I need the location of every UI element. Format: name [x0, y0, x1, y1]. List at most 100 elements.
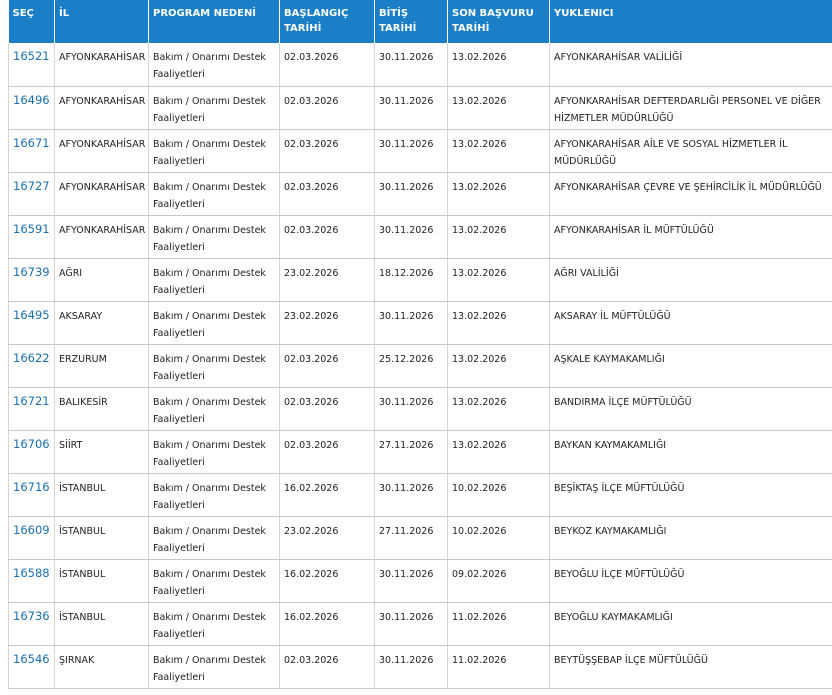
select-link[interactable]: 16546 [8, 645, 55, 689]
table-cell: 23.02.2026 [279, 258, 375, 302]
select-link[interactable]: 16721 [8, 387, 55, 431]
table-cell: AFYONKARAHİSAR DEFTERDARLIĞI PERSONEL VE… [549, 86, 832, 130]
table-cell: İSTANBUL [54, 559, 149, 603]
table-cell: 02.03.2026 [279, 86, 375, 130]
table-cell: 02.03.2026 [279, 172, 375, 216]
table-row: 16727 AFYONKARAHİSAR Bakım / Onarımı Deste… [8, 172, 832, 216]
select-link[interactable]: 16588 [8, 559, 55, 603]
table-cell: 30.11.2026 [374, 387, 448, 431]
table-cell: 02.03.2026 [279, 215, 375, 259]
table-cell: 02.03.2026 [279, 129, 375, 173]
table-cell: 16.02.2026 [279, 559, 375, 603]
table-cell: 13.02.2026 [447, 86, 550, 130]
table-cell: 23.02.2026 [279, 516, 375, 560]
table-cell: 13.02.2026 [447, 215, 550, 259]
table-cell: 30.11.2026 [374, 43, 448, 87]
table-cell: AFYONKARAHİSAR ÇEVRE VE ŞEHİRCİLİK İL MÜ… [549, 172, 832, 216]
table-cell: 13.02.2026 [447, 172, 550, 216]
table-cell: Bakım / Onarımı Destek Faaliyetleri [148, 301, 280, 345]
table-cell: 30.11.2026 [374, 215, 448, 259]
table-cell: Bakım / Onarımı Destek Faaliyetleri [148, 172, 280, 216]
table-cell: AŞKALE KAYMAKAMLIĞI [549, 344, 832, 388]
table-cell: Bakım / Onarımı Destek Faaliyetleri [148, 516, 280, 560]
table-cell: 27.11.2026 [374, 430, 448, 474]
select-link[interactable]: 16609 [8, 516, 55, 560]
table-cell: 30.11.2026 [374, 559, 448, 603]
table-row: 16721 BALIKESİR Bakım / Onarımı Destek Faa… [8, 387, 832, 431]
table-cell: BEŞİKTAŞ İLÇE MÜFTÜLÜĞÜ [549, 473, 832, 517]
table-cell: BANDIRMA İLÇE MÜFTÜLÜĞÜ [549, 387, 832, 431]
table-cell: 02.03.2026 [279, 645, 375, 689]
table-container: SEÇ İL PROGRAM NEDENİ BAŞLANGIÇ TARİHİ BİTİŞ… [8, 0, 832, 689]
table-cell: AĞRI VALİLİĞİ [549, 258, 832, 302]
table-cell: İSTANBUL [54, 602, 149, 646]
select-link[interactable]: 16739 [8, 258, 55, 302]
table-cell: AFYONKARAHİSAR [54, 172, 149, 216]
select-link[interactable]: 16622 [8, 344, 55, 388]
table-cell: 13.02.2026 [447, 43, 550, 87]
table-row: 16671 AFYONKARAHİSAR Bakım / Onarımı Deste… [8, 129, 832, 173]
table-cell: 02.03.2026 [279, 344, 375, 388]
header-cell: BAŞLANGIÇ TARİHİ [279, 0, 375, 43]
table-cell: Bakım / Onarımı Destek Faaliyetleri [148, 43, 280, 87]
table-cell: Bakım / Onarımı Destek Faaliyetleri [148, 559, 280, 603]
select-link[interactable]: 16495 [8, 301, 55, 345]
table-cell: Bakım / Onarımı Destek Faaliyetleri [148, 258, 280, 302]
table-cell: 30.11.2026 [374, 473, 448, 517]
table-cell: AFYONKARAHİSAR İL MÜFTÜLÜĞÜ [549, 215, 832, 259]
table-cell: AFYONKARAHİSAR [54, 215, 149, 259]
header-cell: SON BAŞVURU TARİHİ [447, 0, 550, 43]
header-cell: PROGRAM NEDENİ [148, 0, 280, 43]
table-cell: 13.02.2026 [447, 430, 550, 474]
table-row: 16739 AĞRI Bakım / Onarımı Destek Faaliyet… [8, 258, 832, 302]
table-cell: 27.11.2026 [374, 516, 448, 560]
select-link[interactable]: 16716 [8, 473, 55, 517]
table-cell: Bakım / Onarımı Destek Faaliyetleri [148, 645, 280, 689]
header-cell: İL [54, 0, 149, 43]
select-link[interactable]: 16496 [8, 86, 55, 130]
table-row: 16588 İSTANBUL Bakım / Onarımı Destek Faal… [8, 559, 832, 603]
table-cell: İSTANBUL [54, 516, 149, 560]
table-body: 16521 AFYONKARAHİSAR Bakım / Onarımı Deste… [8, 43, 832, 689]
table-row: 16736 İSTANBUL Bakım / Onarımı Destek Faal… [8, 602, 832, 646]
table-cell: AFYONKARAHİSAR [54, 129, 149, 173]
table-cell: AFYONKARAHİSAR VALİLİĞİ [549, 43, 832, 87]
table-cell: Bakım / Onarımı Destek Faaliyetleri [148, 215, 280, 259]
table-cell: Bakım / Onarımı Destek Faaliyetleri [148, 602, 280, 646]
table-cell: BEYOĞLU KAYMAKAMLIĞI [549, 602, 832, 646]
table-cell: ŞIRNAK [54, 645, 149, 689]
select-link[interactable]: 16706 [8, 430, 55, 474]
table-cell: Bakım / Onarımı Destek Faaliyetleri [148, 473, 280, 517]
table-cell: Bakım / Onarımı Destek Faaliyetleri [148, 86, 280, 130]
table-cell: 11.02.2026 [447, 602, 550, 646]
table-cell: 30.11.2026 [374, 172, 448, 216]
header-cell: YUKLENICI [549, 0, 832, 43]
select-link[interactable]: 16736 [8, 602, 55, 646]
select-link[interactable]: 16591 [8, 215, 55, 259]
table-cell: 25.12.2026 [374, 344, 448, 388]
table-cell: Bakım / Onarımı Destek Faaliyetleri [148, 430, 280, 474]
header-cell: SEÇ [8, 0, 55, 43]
table-cell: 18.12.2026 [374, 258, 448, 302]
data-table: SEÇ İL PROGRAM NEDENİ BAŞLANGIÇ TARİHİ BİTİŞ… [8, 0, 832, 689]
table-row: 16496 AFYONKARAHİSAR Bakım / Onarımı Deste… [8, 86, 832, 130]
table-cell: 13.02.2026 [447, 301, 550, 345]
table-cell: 13.02.2026 [447, 344, 550, 388]
table-cell: 02.03.2026 [279, 43, 375, 87]
table-row: 16609 İSTANBUL Bakım / Onarımı Destek Faal… [8, 516, 832, 560]
select-link[interactable]: 16671 [8, 129, 55, 173]
table-cell: BEYTÜŞŞEBAP İLÇE MÜFTÜLÜĞÜ [549, 645, 832, 689]
table-cell: AFYONKARAHİSAR AİLE VE SOSYAL HİZMETLER … [549, 129, 832, 173]
table-cell: 30.11.2026 [374, 86, 448, 130]
table-cell: 10.02.2026 [447, 473, 550, 517]
table-row: 16546 ŞIRNAK Bakım / Onarımı Destek Faaliy… [8, 645, 832, 689]
table-row: 16495 AKSARAY Bakım / Onarımı Destek Faali… [8, 301, 832, 345]
select-link[interactable]: 16727 [8, 172, 55, 216]
table-cell: 13.02.2026 [447, 129, 550, 173]
table-cell: 16.02.2026 [279, 602, 375, 646]
table-cell: ERZURUM [54, 344, 149, 388]
select-link[interactable]: 16521 [8, 43, 55, 87]
table-cell: 13.02.2026 [447, 387, 550, 431]
table-cell: AFYONKARAHİSAR [54, 86, 149, 130]
